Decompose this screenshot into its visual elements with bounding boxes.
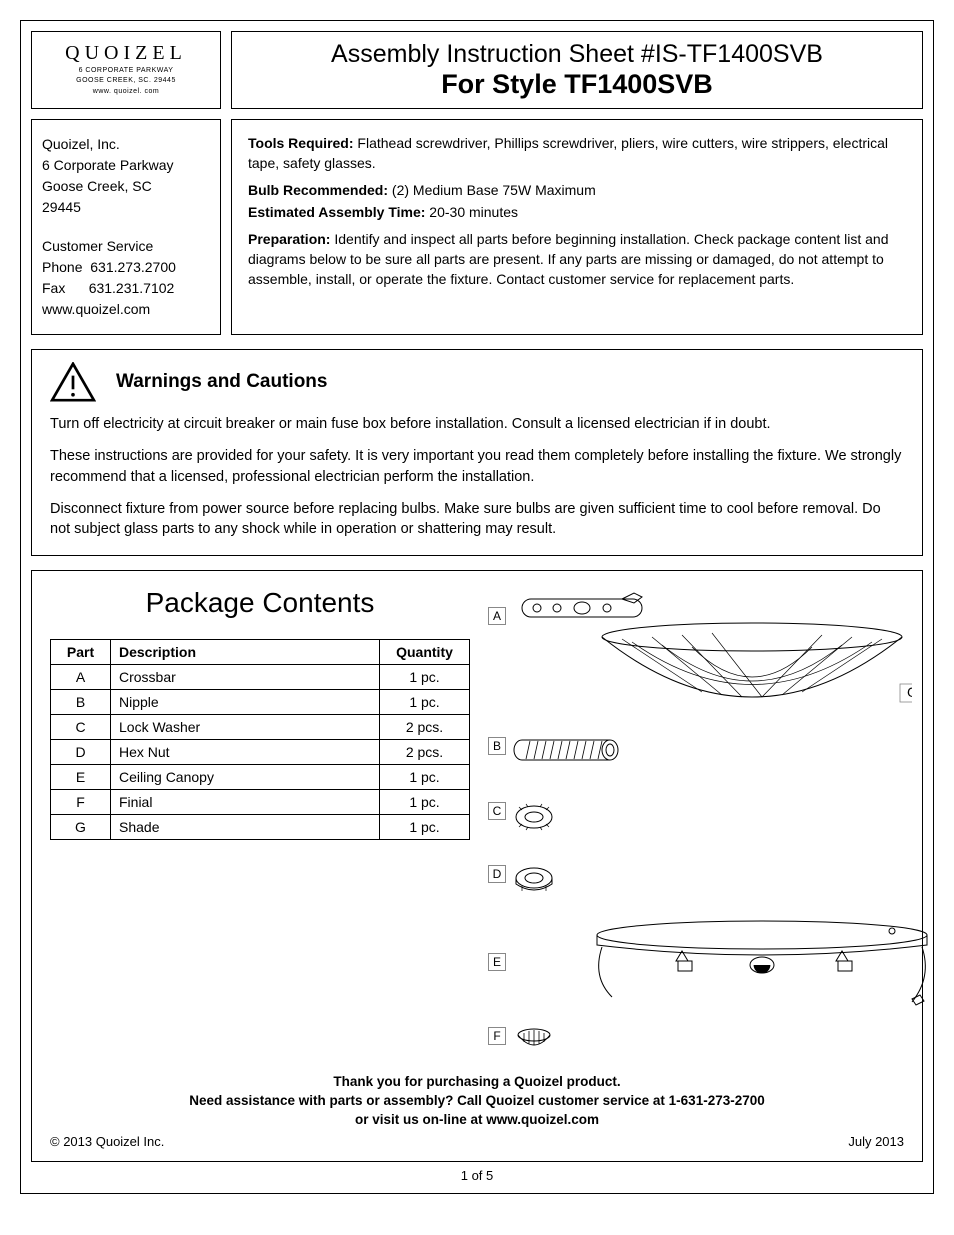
warnings-box: Warnings and Cautions Turn off electrici…: [31, 349, 923, 556]
brand-addr2: GOOSE CREEK, SC. 29445: [40, 77, 212, 85]
contact-city: Goose Creek, SC: [42, 176, 210, 197]
label-e: E: [488, 953, 506, 971]
label-f: F: [488, 1027, 506, 1045]
title-box: Assembly Instruction Sheet #IS-TF1400SVB…: [231, 31, 923, 109]
col-part: Part: [51, 640, 111, 665]
crossbar-shade-svg: G: [512, 587, 912, 717]
warn-p3: Disconnect fixture from power source bef…: [50, 499, 904, 540]
bulb-line: Bulb Recommended: (2) Medium Base 75W Ma…: [248, 181, 906, 201]
label-b: B: [488, 737, 506, 755]
brand-name: QUOIZEL: [40, 42, 212, 65]
package-contents-box: Package Contents Part Description Quanti…: [31, 570, 923, 1162]
table-header-row: Part Description Quantity: [51, 640, 470, 665]
label-d: D: [488, 865, 506, 883]
finial-svg: [512, 1027, 556, 1053]
cs-fax: Fax 631.231.7102: [42, 278, 210, 299]
table-row: DHex Nut2 pcs.: [51, 740, 470, 765]
fig-f: F: [488, 1027, 556, 1053]
prep-line: Preparation: Identify and inspect all pa…: [248, 230, 906, 289]
cs-phone: Phone 631.273.2700: [42, 257, 210, 278]
cs-web: www.quoizel.com: [42, 299, 210, 320]
svg-text:G: G: [907, 684, 912, 700]
footer-date: July 2013: [848, 1134, 904, 1149]
table-row: GShade1 pc.: [51, 815, 470, 840]
time-line: Estimated Assembly Time: 20-30 minutes: [248, 203, 906, 223]
warning-icon: [50, 362, 96, 402]
footer-thank: Thank you for purchasing a Quoizel produ…: [50, 1073, 904, 1092]
table-row: BNipple1 pc.: [51, 690, 470, 715]
logo-box: QUOIZEL 6 CORPORATE PARKWAY GOOSE CREEK,…: [31, 31, 221, 109]
footer-visit: or visit us on-line at www.quoizel.com: [50, 1111, 904, 1130]
contents-diagram: A: [488, 587, 904, 1047]
label-a: A: [488, 607, 506, 625]
brand-addr1: 6 CORPORATE PARKWAY: [40, 67, 212, 75]
lockwasher-svg: [512, 802, 556, 832]
warnings-header: Warnings and Cautions: [50, 362, 904, 402]
page-frame: QUOIZEL 6 CORPORATE PARKWAY GOOSE CREEK,…: [20, 20, 934, 1194]
contact-zip: 29445: [42, 197, 210, 218]
details-box: Tools Required: Flathead screwdriver, Ph…: [231, 119, 923, 335]
table-row: CLock Washer2 pcs.: [51, 715, 470, 740]
fig-e: E: [488, 917, 952, 1007]
footer-text: Thank you for purchasing a Quoizel produ…: [50, 1073, 904, 1130]
info-row: Quoizel, Inc. 6 Corporate Parkway Goose …: [31, 119, 923, 335]
header-row: QUOIZEL 6 CORPORATE PARKWAY GOOSE CREEK,…: [31, 31, 923, 109]
title-line2: For Style TF1400SVB: [240, 69, 914, 100]
footer-row: © 2013 Quoizel Inc. July 2013: [50, 1134, 904, 1149]
fig-b: B: [488, 737, 622, 763]
contact-address: Quoizel, Inc. 6 Corporate Parkway Goose …: [42, 134, 210, 218]
warnings-title: Warnings and Cautions: [116, 371, 327, 393]
page-number: 1 of 5: [31, 1168, 923, 1183]
fig-a: A: [488, 587, 912, 717]
fig-d: D: [488, 865, 556, 897]
contents-left: Package Contents Part Description Quanti…: [50, 587, 470, 1047]
contents-title: Package Contents: [50, 587, 470, 619]
table-row: ECeiling Canopy1 pc.: [51, 765, 470, 790]
tools-line: Tools Required: Flathead screwdriver, Ph…: [248, 134, 906, 173]
contact-box: Quoizel, Inc. 6 Corporate Parkway Goose …: [31, 119, 221, 335]
nipple-svg: [512, 737, 622, 763]
footer-assist: Need assistance with parts or assembly? …: [50, 1092, 904, 1111]
canopy-svg: [582, 917, 952, 1007]
contact-street: 6 Corporate Parkway: [42, 155, 210, 176]
contact-service: Customer Service Phone 631.273.2700 Fax …: [42, 236, 210, 320]
fig-c: C: [488, 802, 556, 832]
table-row: ACrossbar1 pc.: [51, 665, 470, 690]
brand-addr3: www. quoizel. com: [40, 88, 212, 96]
footer-copyright: © 2013 Quoizel Inc.: [50, 1134, 164, 1149]
label-c: C: [488, 802, 506, 820]
hexnut-svg: [512, 865, 556, 897]
col-qty: Quantity: [380, 640, 470, 665]
col-desc: Description: [111, 640, 380, 665]
title-line1: Assembly Instruction Sheet #IS-TF1400SVB: [240, 40, 914, 69]
warn-p2: These instructions are provided for your…: [50, 446, 904, 487]
warn-p1: Turn off electricity at circuit breaker …: [50, 414, 904, 434]
parts-table: Part Description Quantity ACrossbar1 pc.…: [50, 639, 470, 840]
table-row: FFinial1 pc.: [51, 790, 470, 815]
contact-company: Quoizel, Inc.: [42, 134, 210, 155]
cs-label: Customer Service: [42, 236, 210, 257]
